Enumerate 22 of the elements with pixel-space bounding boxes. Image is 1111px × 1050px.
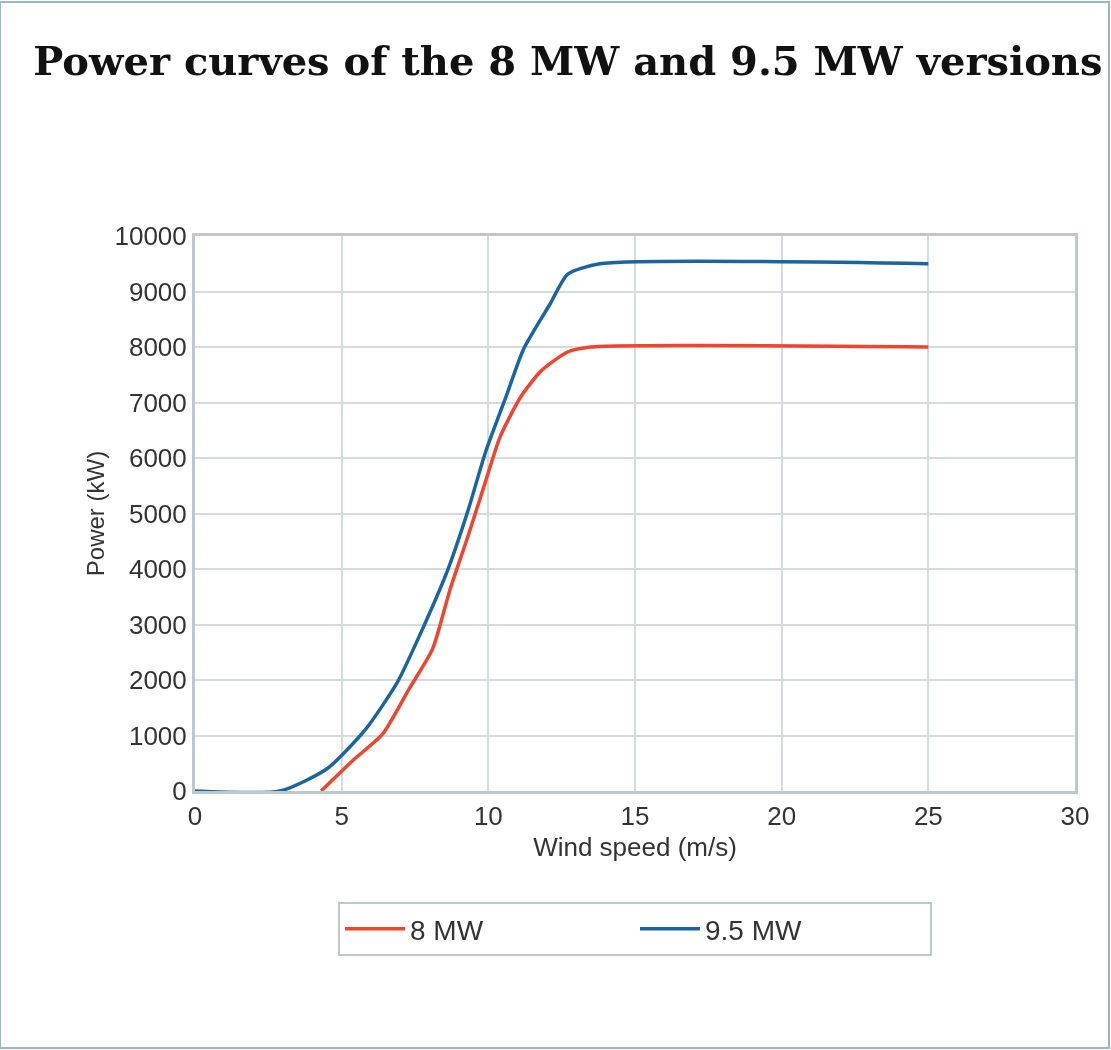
x-tick-label: 15 xyxy=(620,801,650,832)
x-axis-title: Wind speed (m/s) xyxy=(533,831,737,862)
y-tick-label: 5000 xyxy=(128,498,187,529)
y-tick-label: 9000 xyxy=(128,276,187,307)
chart-title: Power curves of the 8 MW and 9.5 MW versions xyxy=(33,37,1103,85)
y-tick-label: 3000 xyxy=(128,609,187,640)
legend-label: 9.5 MW xyxy=(705,914,803,946)
y-tick-label: 1000 xyxy=(128,720,187,751)
legend-label: 8 MW xyxy=(410,914,484,946)
x-tick-label: 25 xyxy=(913,801,943,832)
y-tick-label: 2000 xyxy=(128,665,187,696)
y-tick-label: 4000 xyxy=(128,554,187,585)
x-tick-label: 30 xyxy=(1060,801,1090,832)
x-tick-label: 20 xyxy=(767,801,797,832)
y-tick-label: 8000 xyxy=(128,332,187,363)
y-tick-label: 7000 xyxy=(128,387,187,418)
x-tick-label: 10 xyxy=(473,801,503,832)
y-tick-label: 0 xyxy=(172,776,187,807)
y-tick-label: 6000 xyxy=(128,443,187,474)
x-tick-label: 5 xyxy=(334,801,349,832)
y-axis-title: Power (kW) xyxy=(81,450,109,577)
y-tick-label: 10000 xyxy=(114,221,187,252)
